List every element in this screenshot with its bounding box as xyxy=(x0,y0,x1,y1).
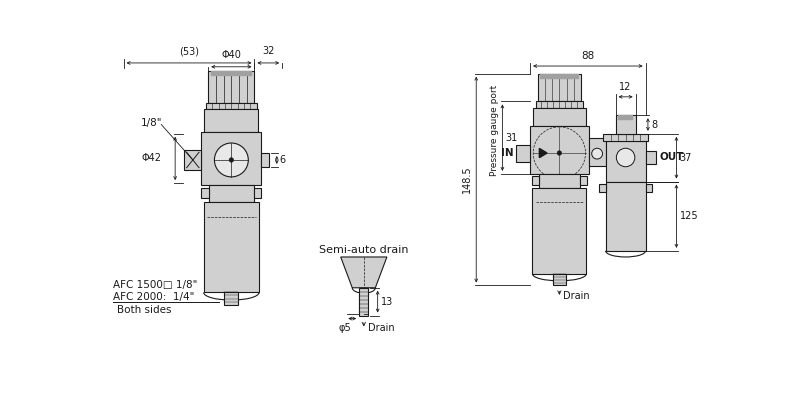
Text: Φ40: Φ40 xyxy=(222,50,242,60)
Text: 32: 32 xyxy=(262,46,274,56)
Text: Drain: Drain xyxy=(368,323,394,333)
Text: 12: 12 xyxy=(619,82,632,92)
Bar xyxy=(538,174,580,188)
Text: 31: 31 xyxy=(506,133,518,143)
Bar xyxy=(540,74,578,79)
Text: Φ42: Φ42 xyxy=(142,153,162,164)
Bar xyxy=(534,108,586,126)
Text: Drain: Drain xyxy=(563,291,590,301)
Bar xyxy=(606,182,646,251)
Bar xyxy=(538,74,581,101)
Text: Semi-auto drain: Semi-auto drain xyxy=(319,245,409,256)
Circle shape xyxy=(214,143,248,177)
Text: 1/8": 1/8" xyxy=(142,118,163,128)
Text: IN: IN xyxy=(501,148,513,158)
Bar xyxy=(618,115,634,120)
Text: OUT: OUT xyxy=(659,153,684,162)
Bar xyxy=(225,292,238,305)
Bar xyxy=(206,103,257,109)
Text: Both sides: Both sides xyxy=(118,305,172,315)
Text: (53): (53) xyxy=(179,46,199,56)
Bar xyxy=(646,184,652,191)
Bar xyxy=(533,188,586,274)
Bar xyxy=(184,150,202,170)
Bar xyxy=(202,188,209,198)
Bar xyxy=(204,202,259,292)
Text: 148.5: 148.5 xyxy=(462,166,472,193)
Bar xyxy=(589,138,606,166)
Text: 13: 13 xyxy=(381,297,393,307)
Text: AFC 2000:  1/4": AFC 2000: 1/4" xyxy=(113,292,194,302)
Text: Pressure gauge port: Pressure gauge port xyxy=(490,84,499,175)
Bar xyxy=(516,144,530,162)
Bar xyxy=(532,176,538,185)
Polygon shape xyxy=(539,148,547,157)
Bar xyxy=(530,126,589,174)
Text: φ5: φ5 xyxy=(339,323,352,333)
Text: 37: 37 xyxy=(679,153,692,163)
Circle shape xyxy=(592,148,602,159)
Bar xyxy=(599,184,606,191)
Text: 125: 125 xyxy=(679,211,698,221)
Bar xyxy=(210,71,252,76)
Bar xyxy=(209,184,254,202)
Bar xyxy=(202,132,262,184)
Circle shape xyxy=(616,148,635,167)
Bar xyxy=(646,151,656,164)
Polygon shape xyxy=(341,257,387,288)
Circle shape xyxy=(557,151,562,155)
Bar xyxy=(606,142,646,182)
Text: 88: 88 xyxy=(582,52,594,61)
Bar xyxy=(254,188,262,198)
Bar xyxy=(205,109,258,132)
Bar xyxy=(262,153,269,167)
Text: AFC 1500□ 1/8": AFC 1500□ 1/8" xyxy=(113,280,197,290)
Bar xyxy=(580,176,587,185)
Bar xyxy=(359,288,369,315)
Circle shape xyxy=(229,157,234,162)
Bar xyxy=(603,134,648,142)
Bar xyxy=(208,71,254,103)
Bar xyxy=(535,101,583,108)
Bar xyxy=(554,274,566,285)
Bar xyxy=(615,115,636,134)
Text: 6: 6 xyxy=(280,155,286,165)
Text: 8: 8 xyxy=(651,119,657,130)
